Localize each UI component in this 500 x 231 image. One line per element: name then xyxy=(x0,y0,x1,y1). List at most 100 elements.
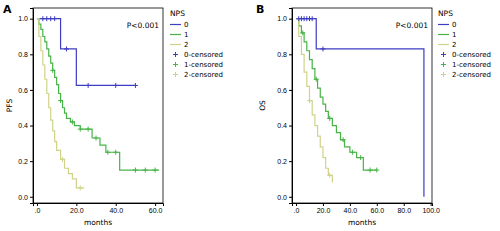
y-axis-line xyxy=(30,9,34,204)
x-axis: .0 20.0 40.0 60.0 80.0 100.0 xyxy=(293,203,441,214)
legend-label: 0-censored xyxy=(452,51,491,59)
x-tick-mark xyxy=(431,203,432,206)
y-tick-mark xyxy=(289,197,292,198)
censor-mark xyxy=(374,168,379,173)
y-axis-line xyxy=(289,9,293,204)
censor-mark xyxy=(320,46,325,51)
y-tick: 1.0 xyxy=(18,15,33,22)
panel-label: B xyxy=(256,3,264,16)
y-tick-label: 0.6 xyxy=(277,87,287,94)
legend-swatch xyxy=(441,62,446,67)
y-tick-mark xyxy=(30,19,33,20)
x-tick: 20.0 xyxy=(70,203,84,214)
plot-area xyxy=(296,16,424,197)
survival-curve xyxy=(296,19,332,183)
x-tick-label: 40.0 xyxy=(344,207,358,214)
legend-swatch xyxy=(438,34,449,35)
legend-item: 2 xyxy=(438,41,456,49)
y-tick: 0.2 xyxy=(18,158,33,165)
y-tick: 0.6 xyxy=(18,87,33,94)
legend-swatch xyxy=(173,62,178,67)
y-tick: 0.4 xyxy=(277,122,292,129)
y-tick-label: 0.8 xyxy=(18,51,28,58)
legend-label: 0 xyxy=(184,21,188,29)
legend-item: 0 xyxy=(438,21,456,29)
panel: .020.040.060.00.00.20.40.60.81.0APFSmont… xyxy=(3,3,223,227)
censor-mark xyxy=(314,77,319,82)
y-tick: 0.8 xyxy=(18,51,33,58)
x-tick: 60.0 xyxy=(370,203,384,214)
censor-mark xyxy=(153,168,158,173)
x-tick-label: 20.0 xyxy=(70,207,84,214)
plot-frame xyxy=(292,8,432,203)
legend-item: 2-censored xyxy=(173,71,223,79)
censor-mark xyxy=(60,157,65,162)
censor-mark xyxy=(143,168,148,173)
y-tick: 0.2 xyxy=(277,158,292,165)
legend: NPS0120-censored1-censored2-censored xyxy=(170,9,223,79)
y-tick: 1.0 xyxy=(277,15,292,22)
legend-label: 2-censored xyxy=(184,71,223,79)
figure: .020.040.060.00.00.20.40.60.81.0APFSmont… xyxy=(0,0,500,231)
censor-mark xyxy=(86,127,91,132)
x-axis-line xyxy=(293,204,433,207)
y-tick-label: 1.0 xyxy=(18,15,28,22)
y-tick-mark xyxy=(289,19,292,20)
censor-mark xyxy=(300,30,305,35)
x-tick: .0 xyxy=(35,203,41,214)
legend-title: NPS xyxy=(438,9,453,18)
x-tick: .0 xyxy=(294,203,300,214)
censor-mark xyxy=(113,150,118,155)
legend: NPS0120-censored1-censored2-censored xyxy=(438,9,491,79)
x-tick-mark xyxy=(404,203,405,206)
x-axis-title: months xyxy=(84,218,112,227)
censor-mark xyxy=(52,16,57,21)
censor-mark xyxy=(113,83,118,88)
legend-label: 1-censored xyxy=(452,61,491,69)
x-tick-label: 80.0 xyxy=(397,207,411,214)
legend-item: 1 xyxy=(438,31,456,39)
legend-swatch xyxy=(441,72,446,77)
x-axis-title: months xyxy=(348,218,376,227)
censor-mark xyxy=(64,46,69,51)
legend-label: 2 xyxy=(452,41,456,49)
y-tick: 0.6 xyxy=(277,87,292,94)
legend-item: 1 xyxy=(170,31,188,39)
legend-item: 2 xyxy=(170,41,188,49)
x-tick-label: 100.0 xyxy=(422,207,440,214)
y-tick-label: 0.0 xyxy=(18,194,28,201)
legend-label: 2 xyxy=(184,41,188,49)
censor-mark xyxy=(350,150,355,155)
y-axis-title: PFS xyxy=(5,99,14,113)
censor-mark xyxy=(133,83,138,88)
x-tick-label: 20.0 xyxy=(317,207,331,214)
x-tick: 100.0 xyxy=(422,203,440,214)
legend-item: 0 xyxy=(170,21,188,29)
y-tick-mark xyxy=(30,197,33,198)
y-tick-mark xyxy=(289,126,292,127)
legend-swatch xyxy=(173,52,178,57)
x-tick: 20.0 xyxy=(317,203,331,214)
survival-curve xyxy=(37,19,135,86)
legend-label: 0-censored xyxy=(184,51,223,59)
y-axis: 0.00.20.40.60.81.0 xyxy=(18,9,33,204)
x-tick-mark xyxy=(155,203,156,206)
legend-title: NPS xyxy=(170,9,185,18)
x-tick-mark xyxy=(116,203,117,206)
censor-mark xyxy=(327,173,332,178)
survival-curve xyxy=(37,19,159,170)
y-tick-label: 0.4 xyxy=(277,122,287,129)
censor-mark xyxy=(58,98,63,103)
panel: .020.040.060.080.0100.00.00.20.40.60.81.… xyxy=(256,3,491,227)
censor-mark xyxy=(70,119,75,124)
x-tick: 80.0 xyxy=(397,203,411,214)
y-tick-mark xyxy=(30,126,33,127)
censor-mark xyxy=(307,98,312,103)
background xyxy=(0,0,500,231)
x-tick: 40.0 xyxy=(109,203,123,214)
legend-label: 1 xyxy=(184,31,188,39)
legend-swatch xyxy=(438,44,449,45)
plot-area xyxy=(37,16,159,190)
censor-mark xyxy=(78,127,83,132)
legend-swatch xyxy=(438,24,449,25)
